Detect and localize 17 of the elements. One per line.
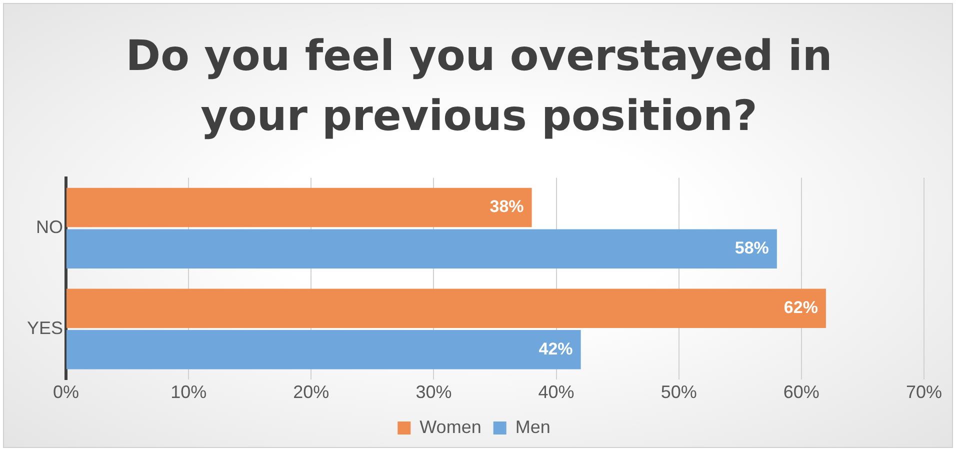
x-tick-label: 50% bbox=[660, 382, 697, 402]
x-tick-label: 30% bbox=[416, 382, 452, 402]
y-tick-label: NO bbox=[36, 217, 64, 238]
data-label: 62% bbox=[784, 298, 818, 318]
data-label: 38% bbox=[490, 197, 524, 216]
x-tick-label: 20% bbox=[293, 382, 330, 402]
x-tick-label: 0% bbox=[53, 382, 80, 402]
data-label: 42% bbox=[538, 339, 573, 358]
y-tick-label: YES bbox=[26, 318, 64, 338]
x-tick-label: 60% bbox=[783, 382, 820, 402]
x-tick-label: 40% bbox=[538, 382, 574, 402]
x-tick-label: 70% bbox=[906, 382, 942, 402]
legend-label: Men bbox=[515, 416, 550, 437]
legend-label: Women bbox=[420, 416, 482, 437]
chart-title: Do you feel you overstayed in your previous position? bbox=[124, 30, 834, 142]
data-label: 58% bbox=[734, 238, 769, 258]
x-tick-label: 10% bbox=[170, 382, 207, 402]
